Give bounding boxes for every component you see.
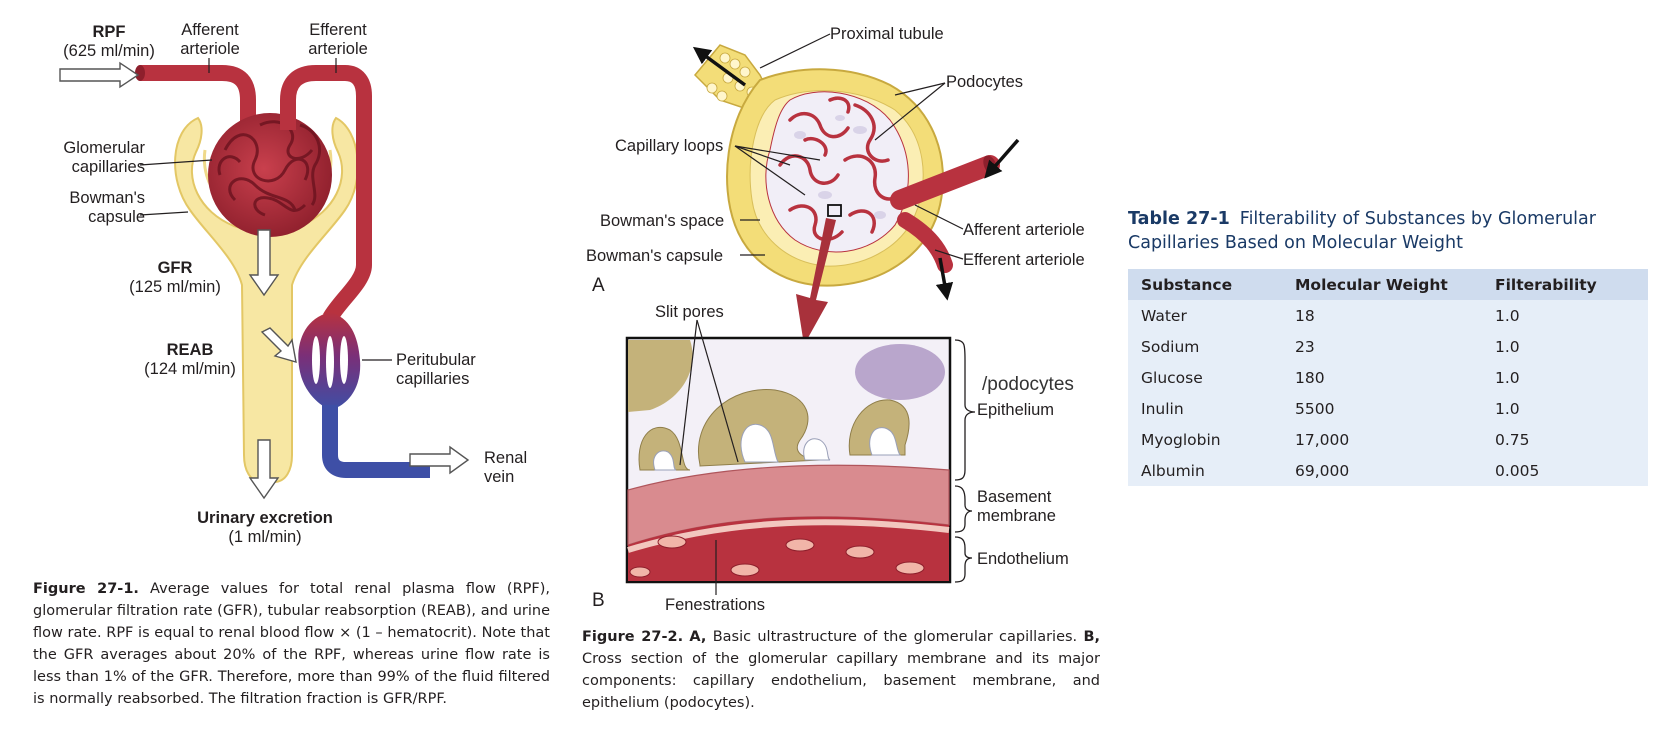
reab-arrow bbox=[260, 327, 297, 363]
table-cell-substance: Inulin bbox=[1128, 393, 1295, 424]
figure-27-2-caption-text-a: Basic ultrastructure of the glomerular c… bbox=[712, 629, 1078, 645]
glomerular-capillaries-label-2: capillaries bbox=[71, 158, 145, 176]
table-row: Inulin 5500 1.0 bbox=[1128, 393, 1648, 424]
capillary-loops-label: Capillary loops bbox=[615, 137, 724, 155]
table-cell-molecular-weight: 23 bbox=[1295, 331, 1495, 362]
table-cell-filterability: 1.0 bbox=[1495, 362, 1648, 393]
reab-title: REAB bbox=[166, 341, 214, 359]
urinary-arrow bbox=[248, 439, 280, 500]
figure-27-2-caption: Figure 27-2. A, Basic ultrastructure of … bbox=[582, 626, 1100, 714]
nephron-diagram bbox=[59, 58, 470, 500]
peritubular-capillaries-label-1: Peritubular bbox=[396, 351, 476, 369]
bowmans-space-label: Bowman's space bbox=[600, 212, 725, 230]
figure-27-2-caption-label: Figure 27-2. bbox=[582, 629, 684, 645]
renal-vein-label-2: vein bbox=[484, 468, 515, 486]
membrane-cross-section bbox=[625, 319, 976, 595]
table-cell-molecular-weight: 5500 bbox=[1295, 393, 1495, 424]
table-header-substance: Substance bbox=[1128, 269, 1295, 300]
table-cell-substance: Myoglobin bbox=[1128, 424, 1295, 455]
renal-vein-vessel bbox=[322, 405, 430, 478]
table-cell-substance: Glucose bbox=[1128, 362, 1295, 393]
table-cell-molecular-weight: 180 bbox=[1295, 362, 1495, 393]
zoom-arrow bbox=[796, 218, 836, 345]
bowmans-capsule-3d-label: Bowman's capsule bbox=[586, 247, 724, 265]
efferent-arteriole-label-2: arteriole bbox=[308, 40, 368, 58]
efferent-arteriole-3d-label: Efferent arteriole bbox=[963, 251, 1085, 269]
afferent-arteriole-vessel bbox=[140, 65, 256, 130]
basement-membrane-label-2: membrane bbox=[977, 507, 1056, 525]
figure-27-1-caption-text: Average values for total renal plasma fl… bbox=[33, 581, 551, 707]
table-cell-filterability: 1.0 bbox=[1495, 393, 1648, 424]
table-cell-molecular-weight: 18 bbox=[1295, 300, 1495, 331]
figure-27-2-caption-text-b: Cross section of the glomerular capillar… bbox=[582, 651, 1100, 711]
rpf-title: RPF bbox=[92, 23, 126, 41]
table-cell-filterability: 1.0 bbox=[1495, 300, 1648, 331]
endothelium-label: Endothelium bbox=[977, 550, 1069, 568]
figure-27-2-caption-b: B, bbox=[1083, 629, 1101, 645]
table-title-text: Filterability of Substances by Glomerula… bbox=[1128, 209, 1596, 253]
peritubular-capillaries-label-2: capillaries bbox=[396, 370, 470, 388]
renal-vein-arrow bbox=[409, 445, 470, 475]
glomerular-capillaries-shape bbox=[208, 113, 332, 237]
panel-b-label: B bbox=[592, 590, 605, 611]
epithelium-label: Epithelium bbox=[977, 401, 1055, 419]
gfr-value: (125 ml/min) bbox=[129, 278, 221, 296]
panel-a-label: A bbox=[592, 275, 605, 296]
podocytes-label: Podocytes bbox=[946, 73, 1024, 91]
rpf-arrow bbox=[59, 61, 140, 89]
table-row: Albumin 69,000 0.005 bbox=[1128, 455, 1648, 486]
table-cell-filterability: 0.75 bbox=[1495, 424, 1648, 455]
afferent-arteriole-3d-label: Afferent arteriole bbox=[963, 221, 1085, 239]
table-cell-substance: Sodium bbox=[1128, 331, 1295, 362]
table-number: Table 27-1 bbox=[1128, 209, 1230, 229]
table-cell-filterability: 0.005 bbox=[1495, 455, 1648, 486]
table-cell-filterability: 1.0 bbox=[1495, 331, 1648, 362]
table-cell-substance: Water bbox=[1128, 300, 1295, 331]
slit-pores-label: Slit pores bbox=[655, 303, 724, 321]
afferent-arteriole-label-2: arteriole bbox=[180, 40, 240, 58]
flow-arrows bbox=[59, 61, 470, 500]
table-row: Myoglobin 17,000 0.75 bbox=[1128, 424, 1648, 455]
figure-27-1-caption-label: Figure 27-1. bbox=[33, 581, 139, 597]
table-header-filterability: Filterability bbox=[1495, 269, 1648, 300]
renal-vein-label-1: Renal bbox=[484, 449, 528, 467]
glomerulus-panel-a bbox=[692, 33, 1020, 345]
urinary-excretion-title: Urinary excretion bbox=[197, 509, 333, 527]
filterability-table: Substance Molecular Weight Filterability… bbox=[1128, 269, 1648, 486]
table-header-molecular-weight: Molecular Weight bbox=[1295, 269, 1495, 300]
table-header-row: Substance Molecular Weight Filterability bbox=[1128, 269, 1648, 300]
gfr-title: GFR bbox=[157, 259, 193, 277]
table-cell-substance: Albumin bbox=[1128, 455, 1295, 486]
afferent-arteriole-label-1: Afferent bbox=[181, 21, 239, 39]
figure-27-1-caption: Figure 27-1. Average values for total re… bbox=[33, 578, 550, 710]
table-row: Glucose 180 1.0 bbox=[1128, 362, 1648, 393]
fenestrations-label: Fenestrations bbox=[665, 596, 765, 614]
efferent-arteriole-3d bbox=[897, 212, 953, 273]
table-row: Water 18 1.0 bbox=[1128, 300, 1648, 331]
gfr-arrow bbox=[248, 229, 280, 297]
bowmans-capsule-label-2: capsule bbox=[88, 208, 145, 226]
table-cell-molecular-weight: 69,000 bbox=[1295, 455, 1495, 486]
basement-membrane-label-1: Basement bbox=[977, 488, 1052, 506]
urinary-excretion-value: (1 ml/min) bbox=[228, 528, 302, 546]
podocytes-slash-label: /podocytes bbox=[982, 374, 1074, 395]
proximal-tubule-label: Proximal tubule bbox=[830, 25, 944, 43]
efferent-arteriole-label-1: Efferent bbox=[309, 21, 367, 39]
table-cell-molecular-weight: 17,000 bbox=[1295, 424, 1495, 455]
bowmans-capsule-label-1: Bowman's bbox=[69, 189, 145, 207]
table-row: Sodium 23 1.0 bbox=[1128, 331, 1648, 362]
table-title: Table 27-1 Filterability of Substances by… bbox=[1128, 207, 1648, 255]
glomerular-capillaries-label-1: Glomerular bbox=[63, 139, 145, 157]
afferent-arteriole-3d bbox=[890, 155, 1000, 210]
efferent-arteriole-vessel bbox=[280, 65, 372, 323]
reab-value: (124 ml/min) bbox=[144, 360, 236, 378]
rpf-value: (625 ml/min) bbox=[63, 42, 155, 60]
figure-27-2-caption-a: A, bbox=[689, 629, 707, 645]
